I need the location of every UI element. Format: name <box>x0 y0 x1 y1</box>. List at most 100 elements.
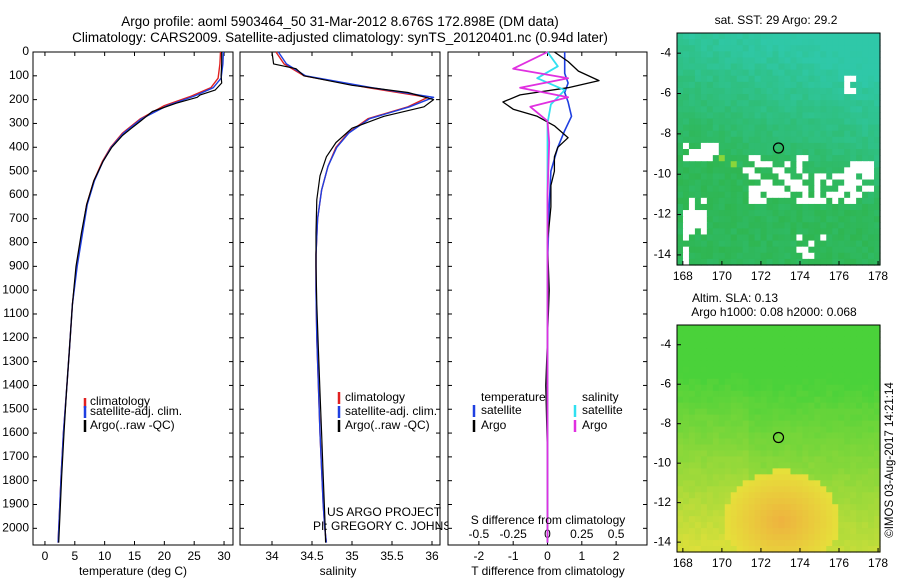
map-cell <box>742 450 750 458</box>
map-cell <box>856 222 863 229</box>
map-cell <box>772 522 780 529</box>
map-cell <box>766 240 774 248</box>
map-cell <box>844 234 851 242</box>
map-cell <box>712 75 720 83</box>
map-cell <box>718 210 726 217</box>
map-cell <box>802 492 809 499</box>
map-cell <box>862 330 869 338</box>
map-cell <box>868 33 875 40</box>
map-cell <box>838 118 845 126</box>
map-cell <box>874 203 881 211</box>
map-cell <box>790 426 798 434</box>
map-cell <box>868 522 875 529</box>
map-cell <box>862 57 869 65</box>
map-cell <box>820 408 827 416</box>
map-cell <box>754 191 762 199</box>
map-cell <box>838 81 845 89</box>
map-cell <box>790 155 798 162</box>
map-cell <box>850 258 857 266</box>
map-cell <box>706 75 714 83</box>
map-cell <box>760 402 768 410</box>
map-cell <box>712 185 720 193</box>
map-cell <box>748 450 756 458</box>
map-cell <box>772 342 780 350</box>
map-cell <box>700 450 708 458</box>
map-cell <box>754 486 762 493</box>
map-cell <box>802 444 809 452</box>
map-cell <box>784 94 792 101</box>
map-cell <box>766 39 774 46</box>
map-cell <box>850 130 857 138</box>
map-cell <box>868 228 875 236</box>
map-cell <box>688 69 696 77</box>
map-cell <box>724 149 732 156</box>
map-cell <box>677 438 684 446</box>
map-cell <box>706 191 714 199</box>
map-cell <box>808 372 815 380</box>
map-cell <box>694 486 702 493</box>
map-cell <box>838 504 845 511</box>
map-cell <box>778 258 786 266</box>
map-cell <box>677 252 684 260</box>
map-cell <box>724 462 732 469</box>
map-cell <box>838 57 845 65</box>
map-cell <box>814 258 821 266</box>
map-cell <box>814 57 821 65</box>
map-cell <box>754 444 762 452</box>
map-cell <box>682 136 690 144</box>
map-cell <box>850 546 857 553</box>
map-cell <box>856 155 863 162</box>
map-cell <box>820 534 827 541</box>
map-cell <box>736 51 744 59</box>
map-cell <box>808 366 815 374</box>
map-cell <box>874 492 881 499</box>
map-cell <box>760 342 768 350</box>
map-cell <box>760 444 768 452</box>
map-cell <box>760 348 768 356</box>
map-cell <box>790 130 798 138</box>
map-cell <box>724 330 732 338</box>
map-cell <box>850 142 857 150</box>
map-cell <box>724 124 732 132</box>
map-cell <box>778 130 786 138</box>
map-cell <box>826 378 833 386</box>
map-cell <box>772 540 780 547</box>
map-cell <box>808 516 815 523</box>
map-cell <box>730 516 738 523</box>
map-cell <box>850 522 857 529</box>
map-cell <box>808 534 815 541</box>
map-cell <box>712 330 720 338</box>
map-cell <box>730 75 738 83</box>
map-cell <box>796 51 803 59</box>
map-cell <box>760 325 768 332</box>
map-cell <box>742 161 750 168</box>
map-cell <box>760 142 768 150</box>
map-cell <box>790 474 798 481</box>
map-cell <box>802 118 809 126</box>
map-cell <box>838 130 845 138</box>
map-cell <box>802 540 809 547</box>
map-cell <box>808 336 815 344</box>
map-cell <box>778 342 786 350</box>
map-cell <box>838 33 845 40</box>
map-cell <box>677 462 684 469</box>
map-cell <box>766 492 774 499</box>
map-cell <box>748 167 756 175</box>
map-cell <box>826 118 833 126</box>
map-cell <box>760 396 768 404</box>
map-cell <box>820 100 827 107</box>
map-cell <box>784 444 792 452</box>
map-cell <box>826 540 833 547</box>
map-cell <box>694 39 702 46</box>
map-cell <box>844 258 851 266</box>
map-cell <box>862 438 869 446</box>
map-cell <box>748 480 756 487</box>
map-cell <box>760 492 768 499</box>
map-cell <box>808 330 815 338</box>
map-cell <box>790 203 798 211</box>
map-cell <box>826 63 833 71</box>
depth-tick-label: 600 <box>9 187 29 201</box>
map-cell <box>862 468 869 475</box>
map-cell <box>718 426 726 434</box>
map-cell <box>730 252 738 260</box>
